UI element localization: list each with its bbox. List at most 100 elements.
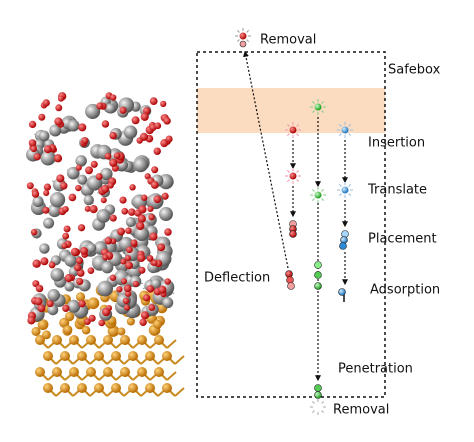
atom bbox=[111, 383, 121, 393]
atom bbox=[28, 120, 37, 129]
ray bbox=[311, 110, 315, 114]
atom bbox=[46, 300, 54, 308]
atom bbox=[136, 221, 145, 231]
ray bbox=[246, 39, 250, 43]
atom bbox=[124, 255, 132, 262]
atom bbox=[153, 147, 161, 155]
atom bbox=[143, 294, 151, 302]
label: Deflection bbox=[204, 271, 270, 286]
atom bbox=[75, 292, 86, 302]
ray bbox=[236, 29, 240, 33]
ray bbox=[321, 100, 325, 104]
atom bbox=[134, 226, 150, 242]
atom bbox=[43, 217, 55, 229]
atom bbox=[34, 297, 43, 306]
atom bbox=[100, 184, 110, 194]
arrow bbox=[242, 50, 289, 269]
atom bbox=[40, 257, 49, 266]
atom bbox=[27, 316, 36, 325]
atom bbox=[102, 254, 109, 261]
atom bbox=[142, 107, 151, 115]
particle bbox=[314, 384, 322, 392]
molecular-slab bbox=[25, 92, 185, 397]
atom bbox=[138, 205, 147, 214]
atom bbox=[47, 289, 60, 302]
atom bbox=[59, 317, 70, 328]
atom bbox=[121, 278, 128, 285]
atom bbox=[60, 383, 70, 393]
atom bbox=[128, 383, 138, 393]
atom bbox=[150, 180, 159, 189]
particle bbox=[339, 242, 347, 250]
atom bbox=[63, 225, 71, 233]
ray bbox=[311, 188, 315, 192]
atom bbox=[62, 304, 70, 313]
ray bbox=[338, 123, 342, 127]
atom bbox=[68, 193, 77, 202]
atom bbox=[110, 94, 117, 101]
atom bbox=[62, 205, 69, 213]
atom bbox=[109, 214, 117, 222]
atom bbox=[70, 247, 80, 257]
atom bbox=[52, 367, 62, 377]
atom bbox=[94, 351, 104, 361]
ray bbox=[286, 169, 290, 173]
label: Translate bbox=[367, 183, 427, 198]
atom bbox=[63, 325, 73, 335]
atom bbox=[162, 351, 172, 361]
atom bbox=[60, 351, 70, 361]
particle bbox=[287, 282, 295, 290]
atom bbox=[154, 335, 164, 345]
atom bbox=[164, 278, 171, 285]
atom bbox=[88, 314, 96, 322]
atom bbox=[119, 196, 127, 204]
atom bbox=[162, 383, 172, 393]
ray bbox=[311, 410, 315, 414]
ray bbox=[321, 188, 325, 192]
atom bbox=[148, 304, 156, 311]
atom bbox=[67, 119, 80, 132]
atom bbox=[160, 100, 167, 108]
atom bbox=[75, 155, 87, 167]
atom bbox=[117, 227, 126, 236]
atom bbox=[127, 208, 136, 216]
atom bbox=[120, 335, 130, 345]
atom bbox=[104, 152, 112, 160]
particle bbox=[314, 261, 322, 269]
atom bbox=[80, 247, 88, 255]
atom bbox=[105, 103, 116, 114]
atom bbox=[85, 103, 101, 120]
atom bbox=[137, 253, 146, 263]
atom bbox=[121, 207, 129, 215]
atom bbox=[165, 135, 173, 143]
particle bbox=[341, 186, 349, 194]
ray bbox=[311, 400, 315, 404]
atom bbox=[117, 327, 126, 336]
particle bbox=[289, 230, 297, 238]
atom bbox=[144, 173, 151, 180]
atom bbox=[158, 207, 173, 222]
atom bbox=[100, 197, 107, 204]
atom bbox=[78, 123, 87, 132]
atom bbox=[39, 243, 50, 254]
ray bbox=[286, 123, 290, 127]
atom bbox=[86, 367, 96, 377]
particle bbox=[314, 271, 322, 279]
bond bbox=[174, 387, 185, 397]
atom bbox=[116, 286, 123, 293]
atom bbox=[132, 280, 139, 287]
atom bbox=[95, 173, 103, 181]
atom bbox=[154, 367, 164, 377]
atom bbox=[31, 190, 40, 198]
atom bbox=[41, 330, 51, 340]
atom bbox=[125, 217, 136, 228]
atom bbox=[136, 137, 143, 144]
atom bbox=[153, 195, 162, 204]
atom bbox=[96, 209, 111, 223]
atom bbox=[128, 351, 138, 361]
ray bbox=[348, 183, 352, 187]
atom bbox=[43, 145, 52, 154]
atom bbox=[31, 326, 41, 337]
atom bbox=[123, 304, 130, 311]
